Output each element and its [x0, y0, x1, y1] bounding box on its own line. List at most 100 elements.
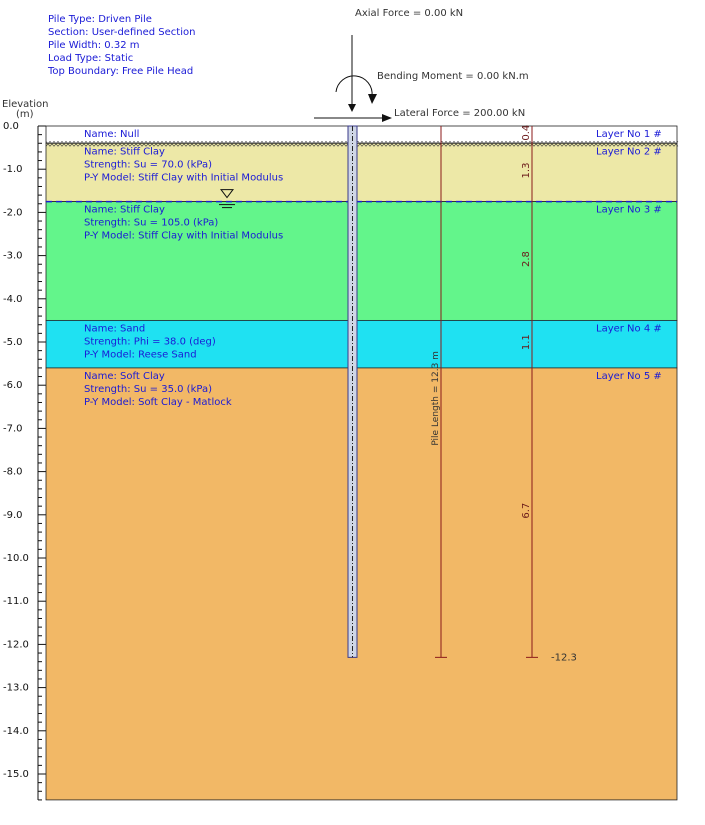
hatch-stroke: [133, 141, 139, 147]
hatch-stroke: [601, 141, 607, 147]
hatch-stroke: [157, 141, 163, 147]
hatch-stroke: [173, 141, 179, 147]
hatch-stroke: [241, 141, 247, 147]
hatch-stroke: [397, 141, 403, 147]
layer-thickness-label: 2.8: [521, 251, 532, 267]
hatch-stroke: [533, 141, 539, 147]
hatch-stroke: [65, 141, 71, 147]
bending-moment-arc: [335, 75, 373, 97]
hatch-stroke: [221, 141, 227, 147]
hatch-stroke: [453, 141, 459, 147]
axis-tick-label: -4.0: [3, 294, 23, 305]
hatch-stroke: [237, 141, 243, 147]
pile-length-label: Pile Length = 12.3 m: [431, 351, 441, 446]
hatch-stroke: [593, 141, 599, 147]
hatch-stroke: [569, 141, 575, 147]
hatch-stroke: [497, 141, 503, 147]
hatch-stroke: [357, 141, 363, 147]
hatch-stroke: [89, 141, 95, 147]
hatch-stroke: [521, 141, 527, 147]
axis-tick-label: -13.0: [3, 683, 29, 694]
hatch-stroke: [409, 141, 415, 147]
pile-info-block: Pile Type: Driven Pile Section: User-def…: [47, 14, 195, 77]
hatch-stroke: [445, 141, 451, 147]
hatch-stroke: [449, 141, 455, 147]
layer-name: Name: Stiff Clay: [84, 205, 165, 216]
hatch-stroke: [273, 141, 279, 147]
hatch-stroke: [541, 141, 547, 147]
hatch-stroke: [617, 141, 623, 147]
hatch-stroke: [389, 141, 395, 147]
hatch-stroke: [309, 141, 315, 147]
hatch-stroke: [401, 141, 407, 147]
pile-tip-label: -12.3: [551, 652, 577, 663]
hatch-stroke: [605, 141, 611, 147]
hatch-stroke: [101, 141, 107, 147]
hatch-stroke: [637, 141, 643, 147]
axis-tick-label: -6.0: [3, 380, 23, 391]
hatch-stroke: [109, 141, 115, 147]
layer-name: Name: Soft Clay: [84, 371, 165, 382]
hatch-stroke: [485, 141, 491, 147]
hatch-stroke: [281, 141, 287, 147]
pile-type-text: Pile Type: Driven Pile: [48, 14, 152, 25]
hatch-stroke: [289, 141, 295, 147]
layer-thickness-label: 1.3: [521, 163, 532, 179]
hatch-stroke: [513, 141, 519, 147]
lateral-force-label: Lateral Force = 200.00 kN: [394, 108, 525, 119]
hatch-stroke: [545, 141, 551, 147]
lateral-force-arrowhead: [382, 114, 392, 122]
axis-tick-label: -12.0: [3, 639, 29, 650]
layer-thickness-label: 6.7: [521, 503, 532, 519]
ground-surface-hatch: [45, 141, 679, 147]
hatch-stroke: [465, 141, 471, 147]
hatch-stroke: [589, 141, 595, 147]
layer-thickness-label: 1.1: [521, 334, 532, 350]
hatch-stroke: [253, 141, 259, 147]
hatch-stroke: [509, 141, 515, 147]
hatch-stroke: [165, 141, 171, 147]
hatch-stroke: [405, 141, 411, 147]
soil-layer-1: [45, 125, 678, 144]
hatch-stroke: [277, 141, 283, 147]
hatch-stroke: [305, 141, 311, 147]
hatch-stroke: [425, 141, 431, 147]
hatch-stroke: [77, 141, 83, 147]
hatch-stroke: [145, 141, 151, 147]
hatch-stroke: [73, 141, 79, 147]
hatch-stroke: [257, 141, 263, 147]
layer-number-label: Layer No 1 #: [596, 129, 662, 140]
hatch-stroke: [341, 141, 347, 147]
hatch-stroke: [457, 141, 463, 147]
hatch-stroke: [421, 141, 427, 147]
hatch-stroke: [517, 141, 523, 147]
load-type-text: Load Type: Static: [48, 53, 133, 64]
hatch-stroke: [161, 141, 167, 147]
layer-number-label: Layer No 2 #: [596, 146, 662, 157]
axis-tick-label: -5.0: [3, 337, 23, 348]
hatch-stroke: [433, 141, 439, 147]
layer-strength: Strength: Su = 35.0 (kPa): [84, 384, 212, 395]
hatch-stroke: [185, 141, 191, 147]
layer-name: Name: Null: [84, 129, 139, 140]
pile-width-text: Pile Width: 0.32 m: [48, 40, 139, 51]
hatch-stroke: [201, 141, 207, 147]
hatch-stroke: [577, 141, 583, 147]
hatch-stroke: [45, 141, 51, 147]
load-annotations: Axial Force = 0.00 kN Bending Moment = 0…: [314, 8, 529, 122]
hatch-stroke: [209, 141, 215, 147]
hatch-stroke: [293, 141, 299, 147]
axis-tick-label: -10.0: [3, 553, 29, 564]
soil-layer-5: [45, 367, 678, 801]
hatch-stroke: [53, 141, 59, 147]
hatch-stroke: [373, 141, 379, 147]
hatch-stroke: [337, 141, 343, 147]
hatch-stroke: [633, 141, 639, 147]
axial-force-label: Axial Force = 0.00 kN: [355, 8, 463, 19]
hatch-stroke: [217, 141, 223, 147]
hatch-stroke: [473, 141, 479, 147]
layer-number-label: Layer No 5 #: [596, 371, 662, 382]
hatch-stroke: [461, 141, 467, 147]
hatch-stroke: [69, 141, 75, 147]
hatch-stroke: [249, 141, 255, 147]
